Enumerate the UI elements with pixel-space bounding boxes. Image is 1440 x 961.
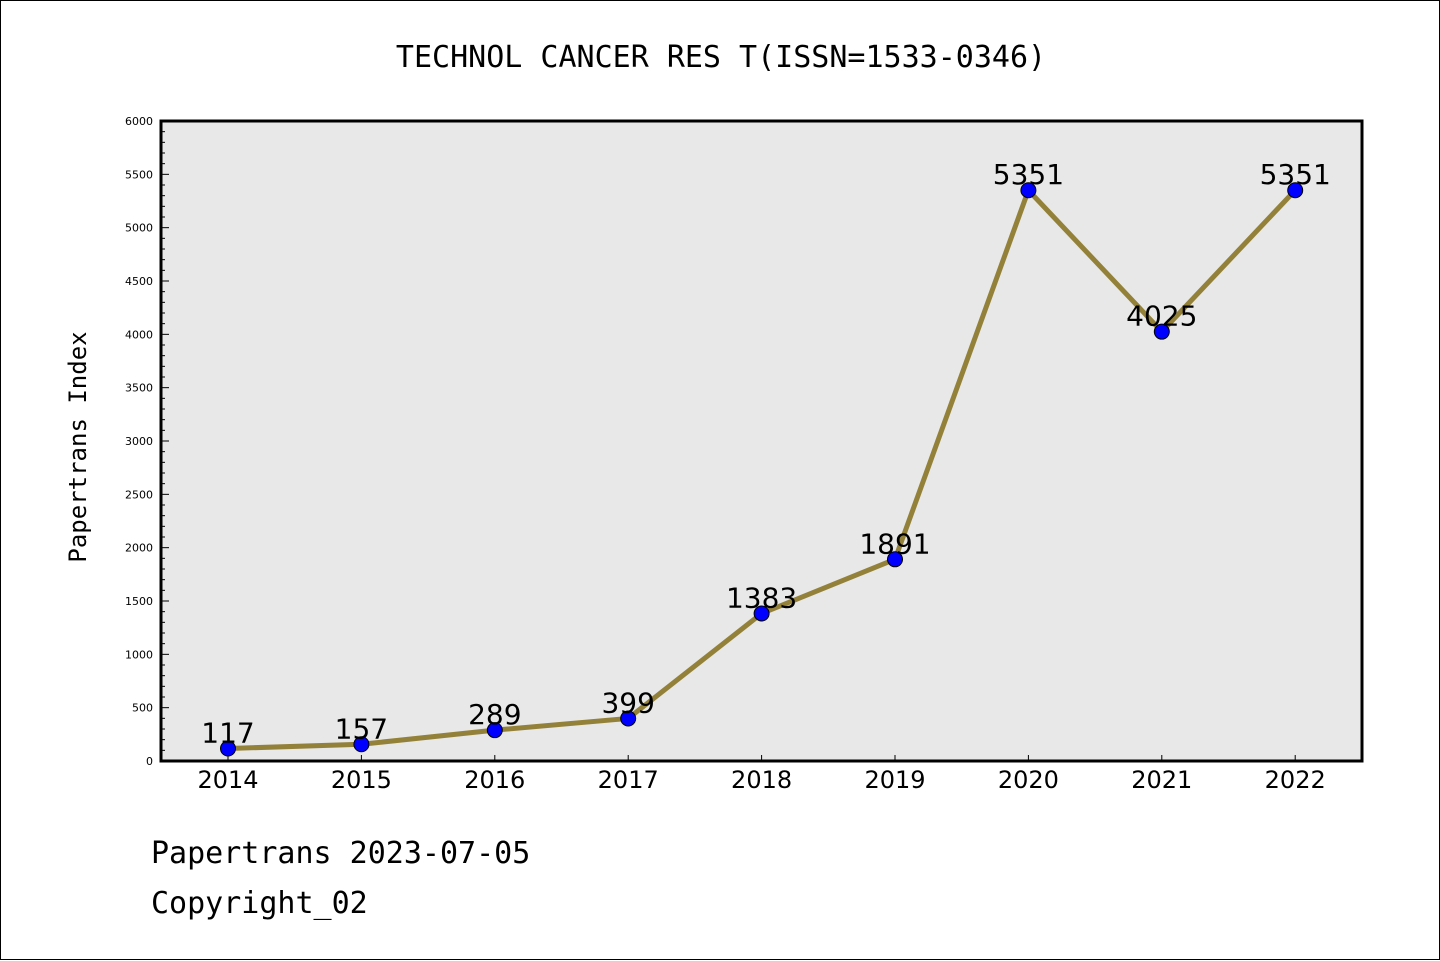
- y-tick-label: 2000: [125, 542, 153, 555]
- x-tick-label: 2017: [598, 766, 659, 794]
- x-tick-label: 2022: [1265, 766, 1326, 794]
- y-tick-label: 4000: [125, 328, 153, 341]
- x-tick-label: 2018: [731, 766, 792, 794]
- y-tick-label: 3500: [125, 382, 153, 395]
- y-tick-label: 5000: [125, 222, 153, 235]
- x-tick-label: 2014: [197, 766, 258, 794]
- y-tick-label: 1000: [125, 648, 153, 661]
- y-tick-label: 4500: [125, 275, 153, 288]
- x-tick-label: 2015: [331, 766, 392, 794]
- data-label: 5351: [993, 158, 1064, 191]
- x-tick-label: 2021: [1131, 766, 1192, 794]
- series-group: [220, 182, 1304, 757]
- x-tick-label: 2016: [464, 766, 525, 794]
- data-label: 1383: [726, 581, 797, 614]
- data-label: 5351: [1260, 158, 1331, 191]
- data-point: [1287, 182, 1304, 199]
- x-tick-label: 2019: [864, 766, 925, 794]
- data-point: [220, 740, 236, 757]
- footer-copyright: Copyright_02: [151, 886, 368, 921]
- chart-title: TECHNOL CANCER RES T(ISSN=1533-0346): [396, 40, 1046, 75]
- data-point: [887, 551, 903, 568]
- data-labels-group: 117 157 289 399 1383 1891 5351 4025 5351: [201, 158, 1331, 749]
- y-tick-label: 3000: [125, 435, 153, 448]
- y-axis-ticks: 0 500 1000 1500 2000 2500 3000 3500 4000 4500 5000…: [125, 115, 169, 768]
- y-tick-label: 0: [146, 755, 153, 768]
- footer-source: Papertrans 2023-07-05: [151, 836, 531, 871]
- data-point: [353, 736, 370, 753]
- plot-area: [161, 121, 1362, 761]
- plot-border: [159, 119, 1364, 763]
- data-point: [1153, 323, 1170, 340]
- data-point: [753, 605, 770, 622]
- data-label: 1891: [859, 527, 930, 560]
- data-label: 117: [201, 717, 254, 750]
- y-tick-label: 5500: [125, 168, 153, 181]
- data-label: 399: [601, 686, 654, 719]
- data-label: 157: [335, 712, 388, 745]
- data-point: [1020, 182, 1037, 199]
- y-tick-label: 500: [132, 702, 153, 715]
- data-point: [620, 710, 637, 727]
- y-tick-label: 1500: [125, 595, 153, 608]
- data-point: [486, 722, 503, 739]
- data-label: 289: [468, 698, 521, 731]
- y-axis-label: Papertrans Index: [64, 331, 92, 562]
- y-tick-label: 2500: [125, 488, 153, 501]
- y-tick-label: 6000: [125, 115, 153, 128]
- data-label: 4025: [1126, 300, 1197, 333]
- x-axis-ticks: 2014 2015 2016 2017 2018 2019 2020 2021 2022: [197, 755, 1326, 794]
- x-tick-label: 2020: [998, 766, 1059, 794]
